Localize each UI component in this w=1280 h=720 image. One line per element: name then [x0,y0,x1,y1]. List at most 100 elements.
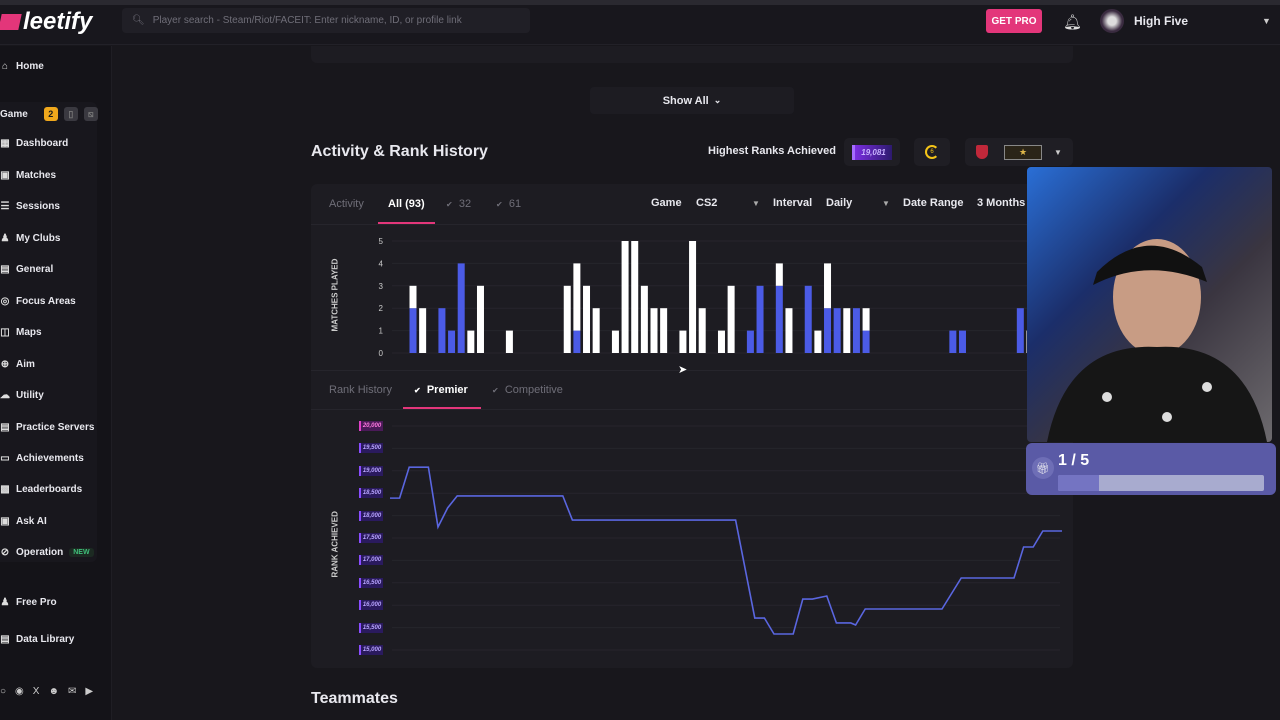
bar-other[interactable] [862,308,870,331]
bar-premier[interactable] [824,308,832,353]
window-top-strip [0,0,1280,5]
bar-other[interactable] [611,330,619,353]
rank-line [390,466,1062,635]
tab-premier-count[interactable]: ✔ 32 [446,198,471,210]
bar-other[interactable] [592,308,600,353]
tab-other-count[interactable]: ✔ 61 [496,198,521,210]
chevron-down-icon[interactable]: ▼ [752,199,760,208]
bar-other[interactable] [476,285,484,353]
bar-premier[interactable] [448,330,456,353]
game-select[interactable]: CS2 [696,197,718,209]
bar-other[interactable] [563,285,571,353]
bar-premier[interactable] [862,330,870,353]
dota-game-icon[interactable]: ⧅ [83,107,98,121]
mail-icon[interactable]: ✉ [67,686,77,697]
leetify-logo[interactable]: leetify [0,8,92,36]
sidebar-item-utility[interactable]: ☁ Utility [0,390,44,401]
bar-other[interactable] [467,330,475,353]
steam-icon[interactable]: ◉ [15,686,24,697]
sidebar-item-dashboard[interactable]: ▦ Dashboard [0,138,68,149]
bar-other[interactable] [419,308,427,353]
game-section [0,102,97,562]
sidebar-item-aim[interactable]: ⊕ Aim [0,359,35,370]
get-pro-button[interactable]: GET PRO [986,9,1042,33]
sidebar-item-maps[interactable]: ◫ Maps [0,327,41,338]
tab-active-underline [378,222,435,224]
users-icon: ♟ [0,597,10,608]
bar-other[interactable] [640,285,648,353]
bar-premier[interactable] [833,308,841,353]
bar-premier[interactable] [756,285,764,353]
sidebar-item-matches[interactable]: ▣ Matches [0,170,56,181]
sidebar-item-focus-areas[interactable]: ◎ Focus Areas [0,296,76,307]
rank-tick-label: 18,000 [359,510,383,521]
tab-premier-label: Premier [426,384,468,396]
valorant-game-icon[interactable]: ▯ [63,107,78,121]
bar-other[interactable] [650,308,658,353]
bar-other[interactable] [775,263,783,286]
sidebar-item-ask-ai[interactable]: ▣ Ask AI [0,516,47,527]
sidebar-item-free-pro[interactable]: ♟ Free Pro [0,597,57,608]
bar-other[interactable] [679,330,687,353]
tab-all[interactable]: All (93) [388,198,425,210]
chevron-down-icon[interactable]: ▼ [882,199,890,208]
bar-other[interactable] [689,241,697,353]
sidebar-item-my-clubs[interactable]: ♟ My Clubs [0,233,61,244]
sidebar-item-practice-servers[interactable]: ▤ Practice Servers [0,422,94,433]
sidebar-item-general[interactable]: ▤ General [0,264,53,275]
sidebar-item-operation[interactable]: ⊘ Operation NEW [0,547,94,558]
bar-other[interactable] [573,263,581,331]
bar-other[interactable] [824,263,832,309]
discord-icon[interactable]: ☻ [48,686,59,697]
user-menu[interactable]: High Five [1100,9,1188,33]
bar-other[interactable] [785,308,793,353]
bar-other[interactable] [583,285,591,353]
sidebar-item-home[interactable]: ⌂ Home [0,61,44,72]
y-tick-label: 1 [379,327,384,336]
bar-other[interactable] [698,308,706,353]
bar-other[interactable] [660,308,668,353]
bar-premier[interactable] [438,308,446,353]
bar-other[interactable] [843,308,851,353]
bar-premier[interactable] [746,330,754,353]
interval-select[interactable]: Daily [826,197,853,209]
bar-other[interactable] [621,241,629,353]
competitive-ranks-dropdown[interactable]: ★ ▼ [965,138,1073,166]
tab-premier[interactable]: ✔ Premier [414,384,468,396]
x-icon[interactable]: X [32,686,40,697]
bar-other[interactable] [505,330,513,353]
bar-premier[interactable] [573,330,581,353]
bar-premier[interactable] [775,285,783,353]
sidebar-item-leaderboards[interactable]: ▩ Leaderboards [0,484,82,495]
bar-other[interactable] [409,285,417,309]
cs2-game-icon[interactable]: 2 [43,107,58,121]
logo-text: leetify [23,8,93,35]
sidebar-item-label: Matches [16,170,57,181]
support-icon[interactable]: ○ [0,686,7,697]
chevron-down-icon[interactable]: ▼ [1262,16,1271,26]
show-all-button[interactable]: Show All ⌄ [590,87,794,114]
date-range-select[interactable]: 3 Months [977,197,1026,209]
bar-other[interactable] [814,330,822,353]
sidebar-item-label: General [16,264,54,275]
notifications-bell-icon[interactable]: 🔔︎ [1063,14,1083,31]
sidebar-item-achievements[interactable]: ▭ Achievements [0,453,84,464]
sidebar-item-label: Leaderboards [16,484,83,495]
sidebar-item-data-library[interactable]: ▤ Data Library [0,634,74,645]
bar-premier[interactable] [457,263,465,353]
bar-premier[interactable] [1016,308,1024,353]
bar-other[interactable] [717,330,725,353]
bar-premier[interactable] [852,308,860,353]
bar-premier[interactable] [804,285,812,353]
check-icon: ✔ [492,386,499,395]
bar-other[interactable] [727,285,735,353]
youtube-icon[interactable]: ▶ [85,686,94,697]
player-search-input[interactable]: 🔍︎ Player search - Steam/Riot/FACEIT: Ent… [122,8,530,33]
bar-premier[interactable] [949,330,957,353]
bar-premier[interactable] [958,330,966,353]
practice-servers-icon: ▤ [0,422,10,433]
sidebar-item-sessions[interactable]: ☰ Sessions [0,201,60,212]
bar-other[interactable] [631,241,639,353]
tab-competitive[interactable]: ✔ Competitive [492,384,563,396]
bar-premier[interactable] [409,308,417,353]
